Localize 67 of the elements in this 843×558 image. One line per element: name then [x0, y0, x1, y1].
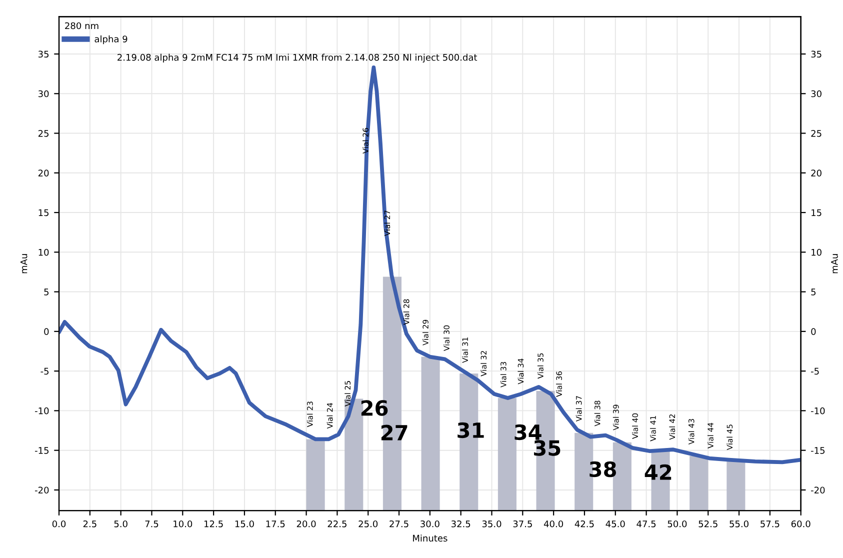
y-tick-label: 35 — [38, 50, 48, 58]
x-tick-label: 5.0 — [114, 520, 128, 528]
x-tick-label: 37.5 — [513, 520, 532, 528]
x-tick-label: 45.0 — [606, 520, 625, 528]
y2-tick-label: 20 — [811, 170, 822, 176]
x-tick-label: 42.5 — [574, 520, 594, 528]
y-tick-label: -5 — [40, 368, 48, 375]
y-tick-label: -20 — [34, 486, 49, 494]
y-tick-label: 5 — [44, 288, 48, 296]
x-tick-label: 12.5 — [204, 520, 223, 528]
y2-tick-label: 35 — [811, 50, 822, 58]
x-tick-label: 7.5 — [145, 520, 158, 528]
x-tick-label: 20.0 — [296, 520, 316, 528]
annotation: 27 — [381, 424, 408, 440]
annotation: 34 — [514, 424, 542, 440]
bar — [421, 356, 440, 511]
y2-axis-title: mAu — [831, 254, 838, 274]
y2-tick-label: -20 — [811, 486, 825, 494]
x-tick-label: 30.0 — [420, 520, 440, 528]
x-tick-label: 25.0 — [358, 520, 378, 528]
y-tick-label: 30 — [38, 90, 49, 98]
x-tick-label: 32.5 — [451, 520, 470, 528]
x-tick-label: 55.0 — [730, 520, 748, 528]
bar — [306, 439, 325, 511]
y2-tick-label: -15 — [811, 447, 825, 454]
x-tick-label: 52.5 — [698, 520, 718, 528]
y2-tick-label: 0 — [811, 328, 816, 335]
annotation: 26 — [361, 400, 388, 416]
y-axis-title: mAu — [20, 254, 28, 274]
x-tick-label: 27.5 — [390, 520, 408, 528]
y2-tick-label: 30 — [811, 90, 822, 98]
y2-tick-label: 25 — [811, 130, 822, 137]
y2-tick-label: 5 — [811, 288, 816, 296]
y2-tick-label: 15 — [812, 209, 822, 216]
x-axis-title: Minutes — [413, 534, 448, 542]
y-tick-label: 25 — [38, 130, 48, 137]
legend-label: alpha 9 — [94, 35, 128, 44]
y-tick-label: -10 — [34, 407, 49, 414]
x-tick-label: 40.0 — [544, 520, 564, 528]
y-tick-label: 20 — [38, 170, 49, 176]
x-tick-label: 2.5 — [83, 520, 96, 528]
y2-tick-label: 10 — [812, 248, 822, 256]
y-tick-label: -15 — [34, 447, 48, 454]
annotation: 38 — [590, 461, 616, 478]
x-tick-label: 35.0 — [482, 520, 502, 528]
y2-tick-label: -10 — [811, 407, 825, 414]
text: 2.19.08 alpha 9 2mM FC14 75 mM Imi 1XMR from 2.14.08 250 Nl inject 500.dat — [118, 54, 478, 63]
annotation: 42 — [644, 464, 672, 480]
annotation: 31 — [458, 422, 484, 438]
x-tick-label: 47.5 — [636, 520, 656, 528]
x-tick-label: 10.0 — [174, 520, 192, 528]
bar — [726, 460, 746, 511]
y-tick-label: 10 — [38, 248, 49, 256]
annotation: 35 — [534, 440, 560, 456]
x-tick-label: 22.5 — [328, 520, 346, 528]
y-tick-label: 0 — [44, 328, 49, 335]
x-tick-label: 15.0 — [235, 520, 254, 528]
bar — [498, 398, 516, 511]
x-tick-label: 57.5 — [760, 520, 780, 528]
x-tick-label: 0.0 — [52, 520, 66, 528]
y-tick-label: 15 — [38, 209, 48, 216]
x-tick-label: 60.0 — [791, 520, 810, 528]
x-tick-label: 50.0 — [668, 520, 687, 528]
bar — [690, 456, 708, 511]
legend-title: 280 nm — [65, 22, 98, 30]
y2-tick-label: -5 — [811, 368, 819, 375]
x-tick-label: 17.5 — [266, 520, 285, 528]
